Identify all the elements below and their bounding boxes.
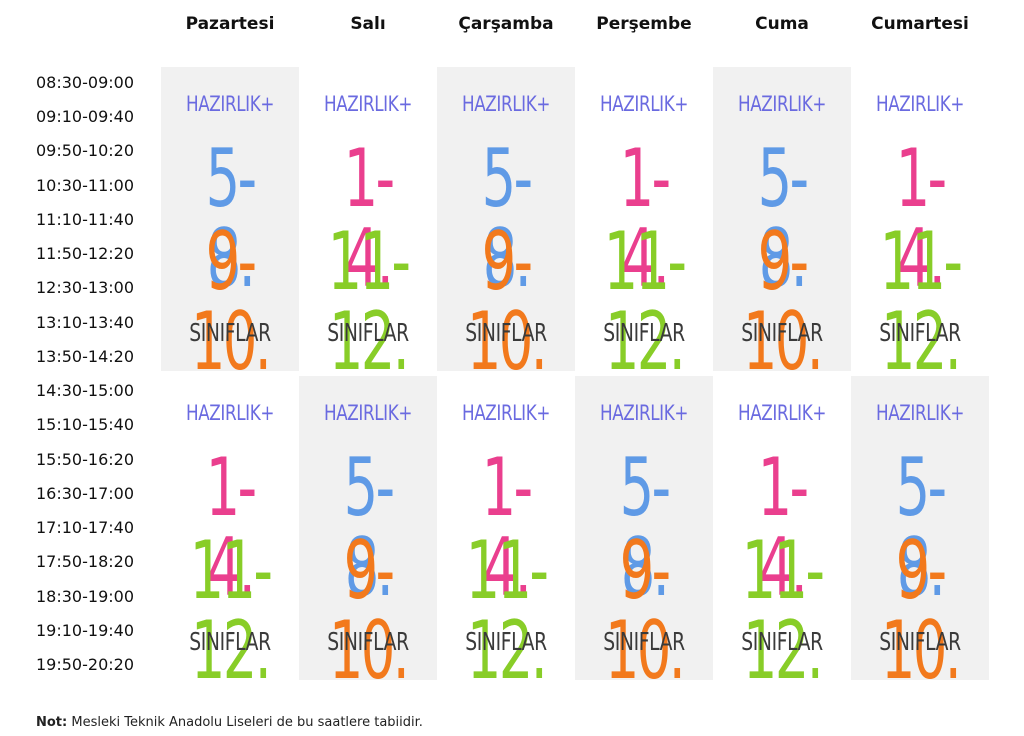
hazirlik-label: HAZIRLIK+: [875, 92, 965, 116]
time-slot: 13:50-14:20: [36, 347, 134, 366]
grade-1-4-label: 1-4.: [619, 132, 672, 305]
schedule-cell-pazartesi-afternoon: HAZIRLIK+ 1-4. 11-12. SINIFLAR: [161, 376, 299, 691]
note-text: Mesleki Teknik Anadolu Liseleri de bu sa…: [67, 715, 423, 730]
day-header-cumartesi: Cumartesi: [871, 14, 969, 34]
schedule-cell-carsamba-afternoon: HAZIRLIK+ 1-4. 11-12. SINIFLAR: [437, 376, 575, 691]
grade-11-12-label: 11-12.: [465, 524, 549, 697]
day-header-pazartesi: Pazartesi: [185, 14, 275, 34]
grade-5-8-label: 5-8.: [757, 132, 810, 305]
day-header-persembe: Perşembe: [596, 14, 692, 34]
time-slot: 12:30-13:00: [36, 278, 134, 297]
hazirlik-label: HAZIRLIK+: [875, 401, 965, 425]
time-slot: 14:30-15:00: [36, 381, 134, 400]
grade-5-8-label: 5-8.: [343, 441, 396, 614]
siniflar-label: SINIFLAR: [189, 627, 271, 656]
hazirlik-label: HAZIRLIK+: [323, 401, 413, 425]
schedule-cell-carsamba-morning: HAZIRLIK+ 5-8. 9-10. SINIFLAR: [437, 67, 575, 382]
schedule-cell-cuma-afternoon: HAZIRLIK+ 1-4. 11-12. SINIFLAR: [713, 376, 851, 691]
hazirlik-label: HAZIRLIK+: [185, 401, 275, 425]
grade-9-10-label: 9-10.: [328, 524, 410, 697]
footer-note: Not: Mesleki Teknik Anadolu Liseleri de …: [36, 715, 423, 730]
day-header-cuma: Cuma: [755, 14, 809, 34]
siniflar-label: SINIFLAR: [879, 627, 961, 656]
hazirlik-label: HAZIRLIK+: [599, 92, 689, 116]
grade-11-12-label: 11-12.: [603, 215, 687, 388]
schedule-cell-cumartesi-morning: HAZIRLIK+ 1-4. 11-12. SINIFLAR: [851, 67, 989, 382]
time-slot: 18:30-19:00: [36, 587, 134, 606]
siniflar-label: SINIFLAR: [189, 318, 271, 347]
schedule-cell-sali-morning: HAZIRLIK+ 1-4. 11-12. SINIFLAR: [299, 67, 437, 382]
grade-9-10-label: 9-10.: [742, 215, 824, 388]
grade-1-4-label: 1-4.: [481, 441, 534, 614]
grade-11-12-label: 11-12.: [741, 524, 825, 697]
time-slot: 19:10-19:40: [36, 621, 134, 640]
siniflar-label: SINIFLAR: [603, 318, 685, 347]
time-slot: 17:50-18:20: [36, 552, 134, 571]
siniflar-label: SINIFLAR: [879, 318, 961, 347]
grade-1-4-label: 1-4.: [343, 132, 396, 305]
time-slot: 10:30-11:00: [36, 176, 134, 195]
time-slot: 08:30-09:00: [36, 73, 134, 92]
grade-9-10-label: 9-10.: [190, 215, 272, 388]
grade-9-10-label: 9-10.: [604, 524, 686, 697]
day-header-sali: Salı: [350, 14, 386, 34]
grade-5-8-label: 5-8.: [895, 441, 948, 614]
hazirlik-label: HAZIRLIK+: [737, 401, 827, 425]
schedule-cell-cuma-morning: HAZIRLIK+ 5-8. 9-10. SINIFLAR: [713, 67, 851, 382]
siniflar-label: SINIFLAR: [741, 318, 823, 347]
time-slot: 15:50-16:20: [36, 450, 134, 469]
grade-9-10-label: 9-10.: [466, 215, 548, 388]
hazirlik-label: HAZIRLIK+: [185, 92, 275, 116]
siniflar-label: SINIFLAR: [327, 318, 409, 347]
schedule-cell-persembe-morning: HAZIRLIK+ 1-4. 11-12. SINIFLAR: [575, 67, 713, 382]
grade-9-10-label: 9-10.: [880, 524, 962, 697]
hazirlik-label: HAZIRLIK+: [737, 92, 827, 116]
schedule-cell-persembe-afternoon: HAZIRLIK+ 5-8. 9-10. SINIFLAR: [575, 376, 713, 691]
siniflar-label: SINIFLAR: [327, 627, 409, 656]
hazirlik-label: HAZIRLIK+: [599, 401, 689, 425]
siniflar-label: SINIFLAR: [465, 318, 547, 347]
time-slot: 11:10-11:40: [36, 210, 134, 229]
hazirlik-label: HAZIRLIK+: [461, 92, 551, 116]
time-slot: 09:10-09:40: [36, 107, 134, 126]
time-slot: 09:50-10:20: [36, 141, 134, 160]
grade-5-8-label: 5-8.: [481, 132, 534, 305]
time-slot: 19:50-20:20: [36, 655, 134, 674]
siniflar-label: SINIFLAR: [741, 627, 823, 656]
time-slot: 15:10-15:40: [36, 415, 134, 434]
grade-11-12-label: 11-12.: [189, 524, 273, 697]
grade-1-4-label: 1-4.: [757, 441, 810, 614]
grade-11-12-label: 11-12.: [327, 215, 411, 388]
hazirlik-label: HAZIRLIK+: [461, 401, 551, 425]
siniflar-label: SINIFLAR: [465, 627, 547, 656]
siniflar-label: SINIFLAR: [603, 627, 685, 656]
time-slot: 11:50-12:20: [36, 244, 134, 263]
schedule-cell-sali-afternoon: HAZIRLIK+ 5-8. 9-10. SINIFLAR: [299, 376, 437, 691]
time-slot: 16:30-17:00: [36, 484, 134, 503]
grade-5-8-label: 5-8.: [619, 441, 672, 614]
day-header-carsamba: Çarşamba: [458, 14, 554, 34]
note-label: Not:: [36, 715, 68, 730]
schedule-cell-pazartesi-morning: HAZIRLIK+ 5-8. 9-10. SINIFLAR: [161, 67, 299, 382]
schedule-cell-cumartesi-afternoon: HAZIRLIK+ 5-8. 9-10. SINIFLAR: [851, 376, 989, 691]
time-slot: 17:10-17:40: [36, 518, 134, 537]
grade-1-4-label: 1-4.: [205, 441, 258, 614]
grade-1-4-label: 1-4.: [895, 132, 948, 305]
grade-5-8-label: 5-8.: [205, 132, 258, 305]
grade-11-12-label: 11-12.: [879, 215, 963, 388]
time-slot: 13:10-13:40: [36, 313, 134, 332]
hazirlik-label: HAZIRLIK+: [323, 92, 413, 116]
